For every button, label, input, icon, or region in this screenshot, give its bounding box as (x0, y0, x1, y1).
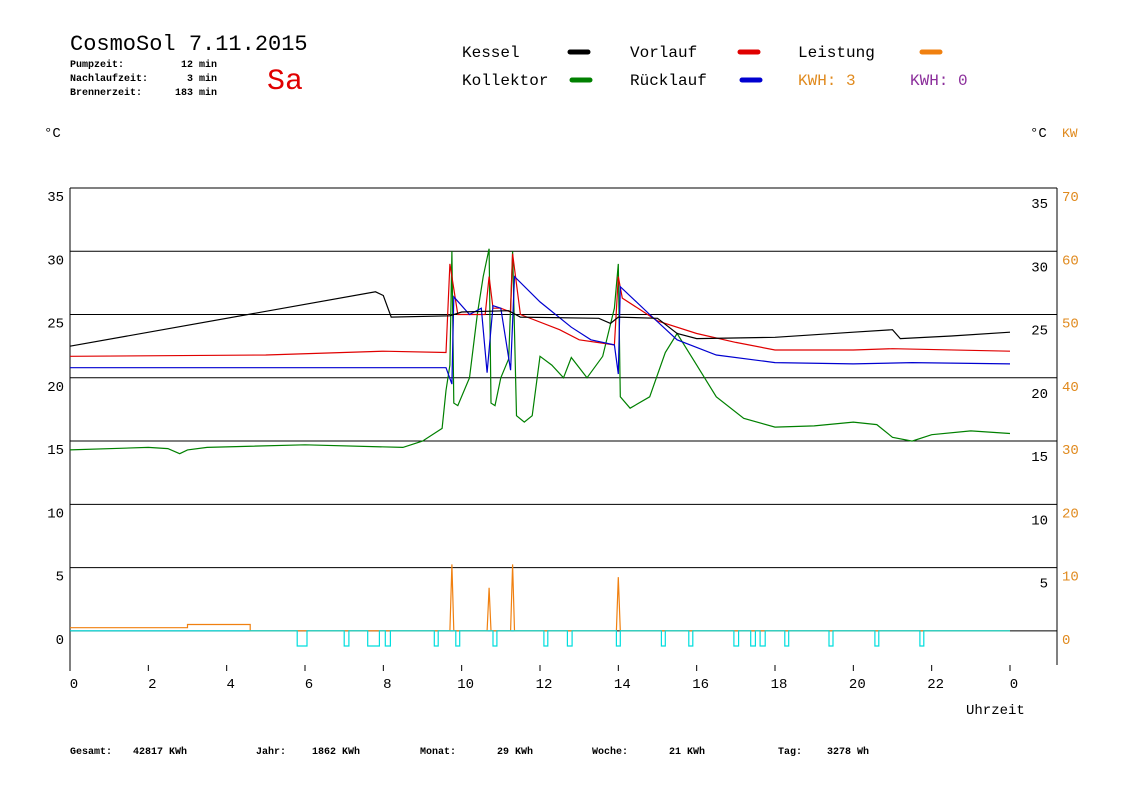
x-tick-label: 10 (457, 677, 474, 693)
kwh-label: KWH: 0 (910, 72, 968, 90)
x-tick-label: 20 (849, 677, 866, 693)
y2-tick-label: 20 (1062, 506, 1079, 522)
x-tick-label: 22 (927, 677, 944, 693)
footer-value: 1862 KWh (312, 746, 360, 758)
y-right-tick-label: 15 (1031, 450, 1048, 466)
info-value: 183 min (175, 87, 217, 99)
y2-unit: KW (1062, 126, 1078, 141)
series-line (70, 275, 1011, 385)
x-tick-label: 0 (1010, 677, 1018, 693)
x-tick-label: 8 (383, 677, 391, 693)
y-right-tick-label: 25 (1031, 324, 1048, 340)
x-tick-label: 4 (226, 677, 234, 693)
y-tick-label: 20 (47, 380, 64, 396)
footer-label: Woche: (592, 746, 628, 758)
x-tick-label: 16 (692, 677, 709, 693)
day-label: Sa (267, 65, 303, 99)
chart-title: CosmoSol 7.11.2015 (70, 32, 308, 57)
y2-tick-label: 70 (1062, 190, 1079, 206)
y-unit: °C (44, 126, 61, 142)
x-tick-label: 6 (305, 677, 313, 693)
y2-tick-label: 60 (1062, 253, 1079, 269)
footer-label: Monat: (420, 747, 456, 758)
series-line (69, 291, 1011, 347)
y-right-tick-label: 10 (1031, 513, 1048, 529)
y2-tick-label: 40 (1062, 380, 1079, 396)
kwh-label: KWH: 3 (798, 72, 856, 90)
footer-value: 3278 Wh (827, 746, 869, 758)
info-label: Pumpzeit: (70, 59, 124, 71)
footer-label: Gesamt: (70, 747, 112, 758)
series-line (70, 630, 1010, 647)
y-tick-label: 10 (47, 506, 64, 522)
footer-label: Tag: (778, 747, 802, 758)
info-value: 3 min (187, 73, 217, 85)
series-line (70, 564, 1010, 632)
y-right-tick-label: 20 (1031, 387, 1048, 403)
legend-label: Rücklauf (630, 72, 707, 90)
series-line (69, 248, 1011, 455)
x-tick-label: 2 (148, 677, 156, 693)
x-tick-label: 14 (614, 677, 631, 693)
y-right-tick-label: 35 (1031, 197, 1048, 213)
info-label: Brennerzeit: (70, 87, 142, 99)
y-tick-label: 30 (47, 253, 64, 269)
y-tick-label: 25 (47, 317, 64, 333)
y-right-tick-label: 5 (1040, 577, 1048, 593)
y-tick-label: 35 (47, 190, 64, 206)
y-right-tick-label: 30 (1031, 260, 1048, 276)
y-tick-label: 0 (56, 633, 64, 649)
legend-label: Vorlauf (630, 44, 697, 62)
y-tick-label: 5 (56, 570, 64, 586)
series-line (69, 253, 1011, 357)
y2-tick-label: 10 (1062, 570, 1079, 586)
footer-label: Jahr: (256, 746, 286, 758)
info-label: Nachlaufzeit: (70, 73, 148, 85)
footer-value: 29 KWh (497, 746, 533, 758)
info-value: 12 min (181, 59, 217, 71)
x-tick-label: 0 (70, 677, 78, 693)
x-tick-label: 12 (536, 677, 553, 693)
legend-label: Kessel (462, 44, 520, 62)
footer-value: 42817 KWh (133, 746, 187, 758)
y2-tick-label: 50 (1062, 317, 1079, 333)
x-tick-label: 18 (771, 677, 788, 693)
legend-label: Leistung (798, 44, 875, 62)
y-unit-right: °C (1030, 126, 1047, 142)
y2-tick-label: 0 (1062, 633, 1070, 649)
legend-label: Kollektor (462, 72, 548, 90)
footer-value: 21 KWh (669, 746, 705, 758)
y2-tick-label: 30 (1062, 443, 1079, 459)
y-tick-label: 15 (47, 443, 64, 459)
x-axis-label: Uhrzeit (966, 703, 1025, 719)
